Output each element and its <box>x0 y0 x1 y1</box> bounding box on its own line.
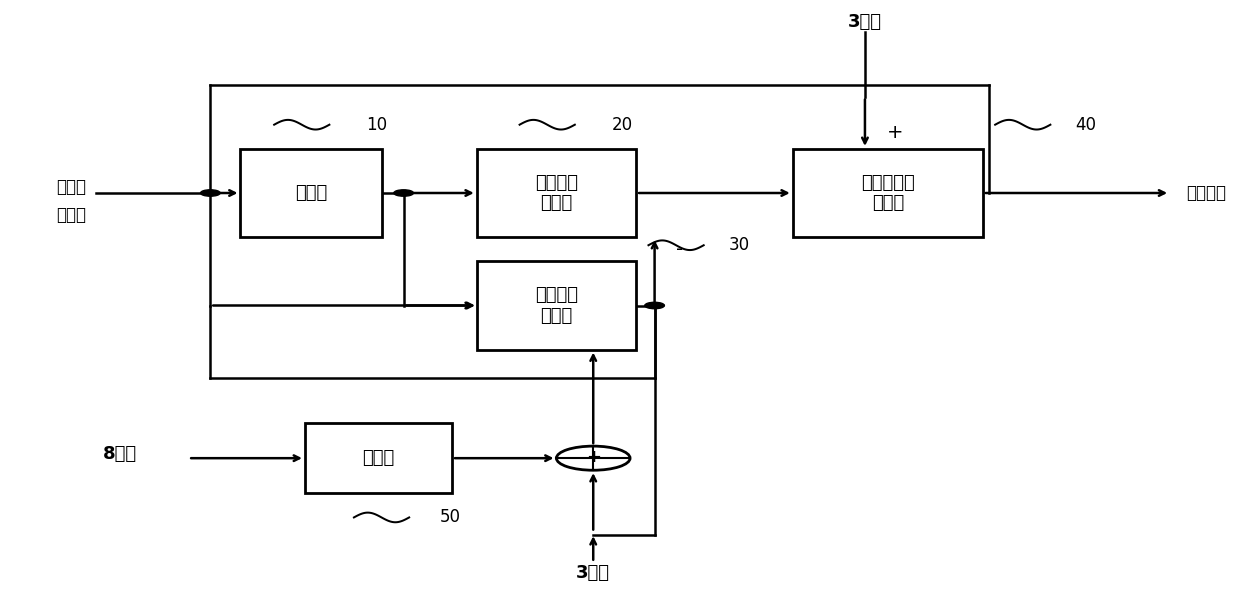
Circle shape <box>645 302 665 309</box>
Text: 30: 30 <box>728 236 749 254</box>
Text: 10: 10 <box>366 115 387 134</box>
Text: 双回路延迟
锁相环: 双回路延迟 锁相环 <box>861 174 915 213</box>
Text: 入信号: 入信号 <box>56 206 87 224</box>
Bar <box>792 149 983 237</box>
Text: 初始输: 初始输 <box>56 178 87 196</box>
Text: 积分器: 积分器 <box>362 449 394 467</box>
Text: 第一脉宽
调制器: 第一脉宽 调制器 <box>534 174 578 213</box>
Bar <box>241 149 382 237</box>
Text: 20: 20 <box>611 115 632 134</box>
Text: 锁相环: 锁相环 <box>295 184 327 202</box>
Text: -: - <box>676 240 683 258</box>
Text: 输出信号: 输出信号 <box>1185 184 1226 202</box>
Bar <box>305 423 453 493</box>
Bar <box>476 149 636 237</box>
Text: 3比特: 3比特 <box>848 13 882 31</box>
Text: 40: 40 <box>1075 115 1096 134</box>
Text: 3比特: 3比特 <box>577 564 610 582</box>
Bar <box>476 262 636 349</box>
Text: 8比特: 8比特 <box>103 445 136 463</box>
Circle shape <box>557 446 630 470</box>
Text: 第二脉宽
调制器: 第二脉宽 调制器 <box>534 286 578 325</box>
Circle shape <box>394 190 413 196</box>
Text: +: + <box>585 448 600 466</box>
Text: 50: 50 <box>440 508 461 527</box>
Circle shape <box>201 190 221 196</box>
Text: +: + <box>888 123 904 142</box>
